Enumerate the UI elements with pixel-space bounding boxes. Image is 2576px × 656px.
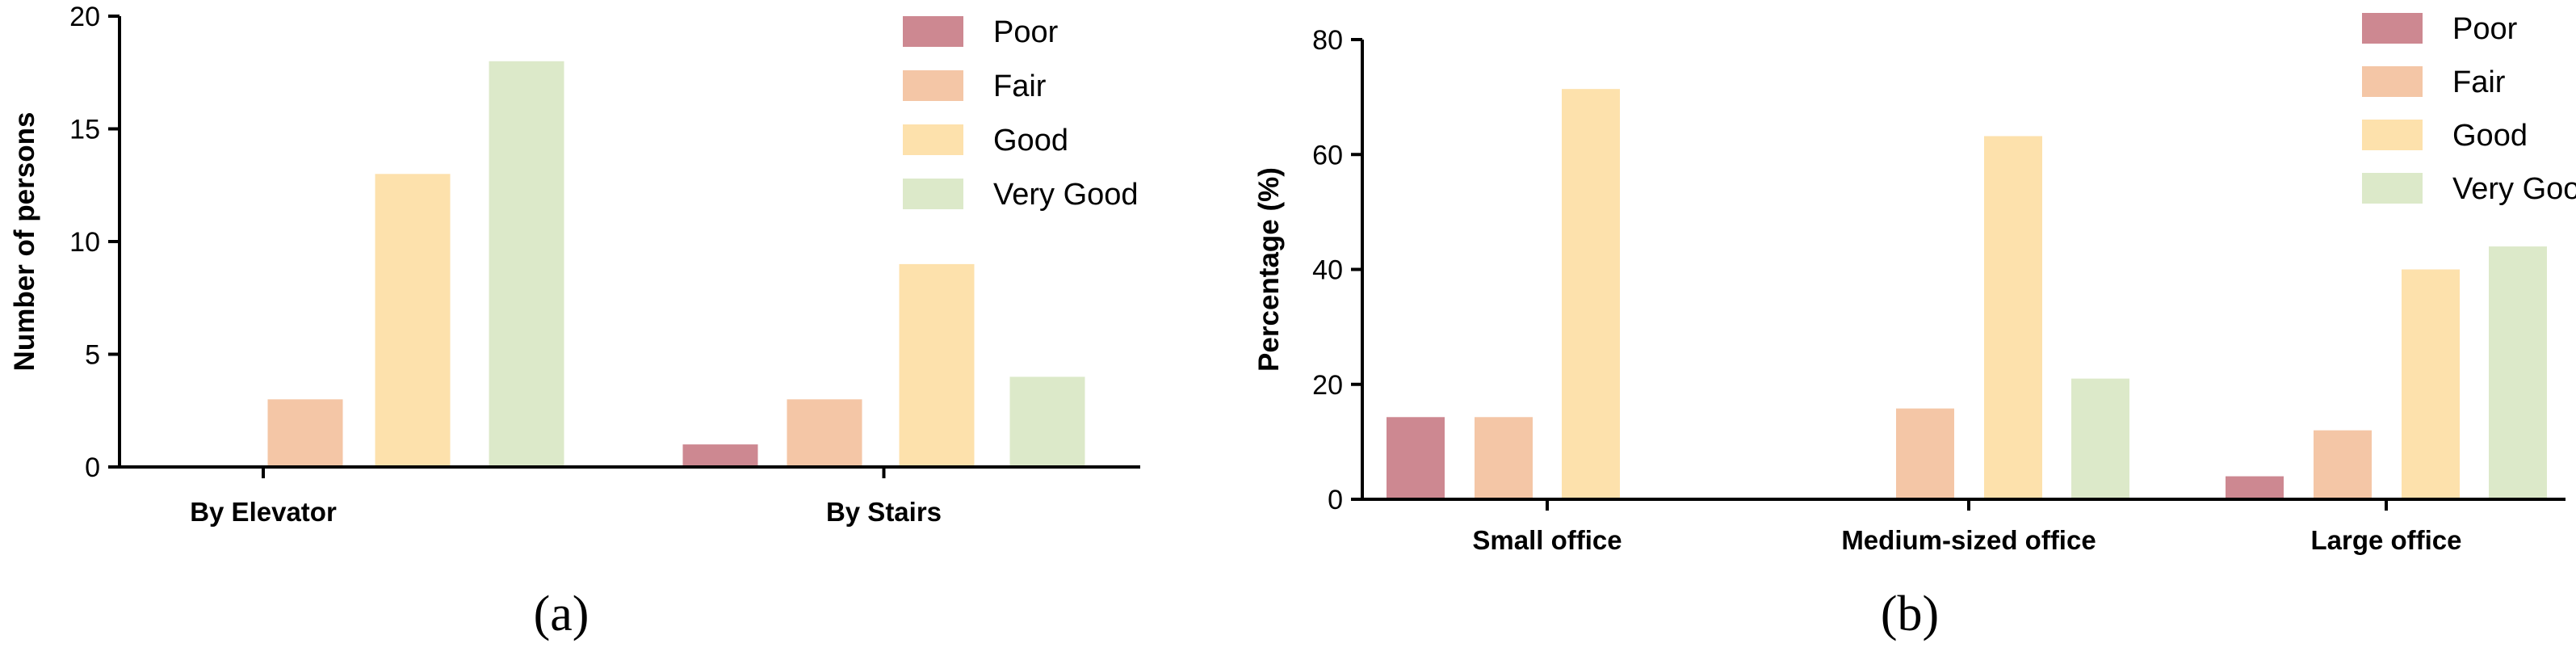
- chart-a-legend-label: Poor: [993, 15, 1059, 49]
- chart-b-y-tick-label: 80: [1312, 25, 1343, 56]
- chart-b-legend-swatch-poor: [2362, 13, 2423, 44]
- chart-b-panel-label: (b): [1881, 587, 1939, 641]
- chart-b-legend-swatch-good: [2362, 120, 2423, 150]
- chart-a-category-label: By Stairs: [826, 497, 942, 527]
- chart-a-legend-label: Very Good: [993, 178, 1139, 212]
- chart-b-category-label: Small office: [1472, 525, 1622, 555]
- chart-a-bar-by-stairs-very-good: [1009, 376, 1085, 467]
- chart-a-bar-by-stairs-fair: [787, 399, 862, 467]
- chart-b-legend-label: Good: [2452, 119, 2528, 153]
- chart-b-category-label: Large office: [2310, 525, 2461, 555]
- chart-b-bar-medium-sized-office-fair: [1896, 408, 1954, 499]
- chart-b-y-tick-label: 60: [1312, 140, 1343, 170]
- chart-a-legend-label: Fair: [993, 69, 1047, 103]
- chart-b-y-tick-label: 20: [1312, 370, 1343, 401]
- chart-a-y-tick-label: 0: [85, 452, 100, 483]
- chart-a-bar-by-elevator-good: [375, 174, 451, 468]
- chart-b-y-tick-label: 40: [1312, 255, 1343, 286]
- chart-a-bar-by-elevator-very-good: [489, 61, 564, 468]
- chart-b-legend-label: Very Good: [2452, 172, 2576, 206]
- chart-a-y-tick-label: 5: [85, 340, 100, 371]
- chart-b-bar-small-office-good: [1562, 89, 1620, 499]
- chart-a-bar-by-stairs-good: [899, 263, 975, 467]
- chart-b-bar-small-office-poor: [1387, 417, 1445, 499]
- chart-b-legend-label: Fair: [2452, 65, 2506, 99]
- chart-b-legend-swatch-very-good: [2362, 173, 2423, 204]
- chart-b-bar-large-office-fair: [2314, 430, 2372, 499]
- chart-b-bar-large-office-good: [2402, 269, 2460, 499]
- chart-b-y-tick-label: 0: [1328, 485, 1343, 515]
- chart-b-bar-medium-sized-office-good: [1984, 136, 2042, 500]
- chart-a-bar-by-stairs-poor: [682, 444, 758, 467]
- chart-a-legend-swatch-poor: [903, 16, 963, 47]
- chart-b-category-label: Medium-sized office: [1841, 525, 2096, 555]
- chart-b-legend-label: Poor: [2452, 12, 2518, 46]
- chart-b-bar-large-office-very-good: [2489, 246, 2547, 499]
- chart-a-panel-label: (a): [534, 587, 589, 641]
- chart-a-legend-swatch-fair: [903, 70, 963, 101]
- chart-a-bar-by-elevator-fair: [267, 399, 343, 467]
- chart-b-bar-small-office-fair: [1475, 417, 1533, 499]
- chart-a-legend-swatch-good: [903, 124, 963, 155]
- chart-a-ylabel: Number of persons: [9, 112, 40, 372]
- chart-a-y-tick-label: 15: [69, 115, 100, 145]
- chart-a-y-tick-label: 20: [69, 2, 100, 32]
- chart-a-legend-swatch-very-good: [903, 179, 963, 209]
- chart-b-bar-large-office-poor: [2226, 476, 2284, 499]
- chart-b-ylabel: Percentage (%): [1253, 167, 1285, 372]
- chart-b-bar-medium-sized-office-very-good: [2071, 378, 2129, 499]
- chart-b-legend-swatch-fair: [2362, 66, 2423, 97]
- chart-a-category-label: By Elevator: [190, 497, 337, 527]
- chart-a-legend-label: Good: [993, 124, 1068, 158]
- chart-a-y-tick-label: 10: [69, 227, 100, 258]
- chart-b: 0 20 40 60 80 Small office Medium-sized office…: [1253, 12, 2576, 641]
- chart-a: 0 5 10 15 20 By Elevator By Stairs Number of pe…: [9, 2, 1140, 641]
